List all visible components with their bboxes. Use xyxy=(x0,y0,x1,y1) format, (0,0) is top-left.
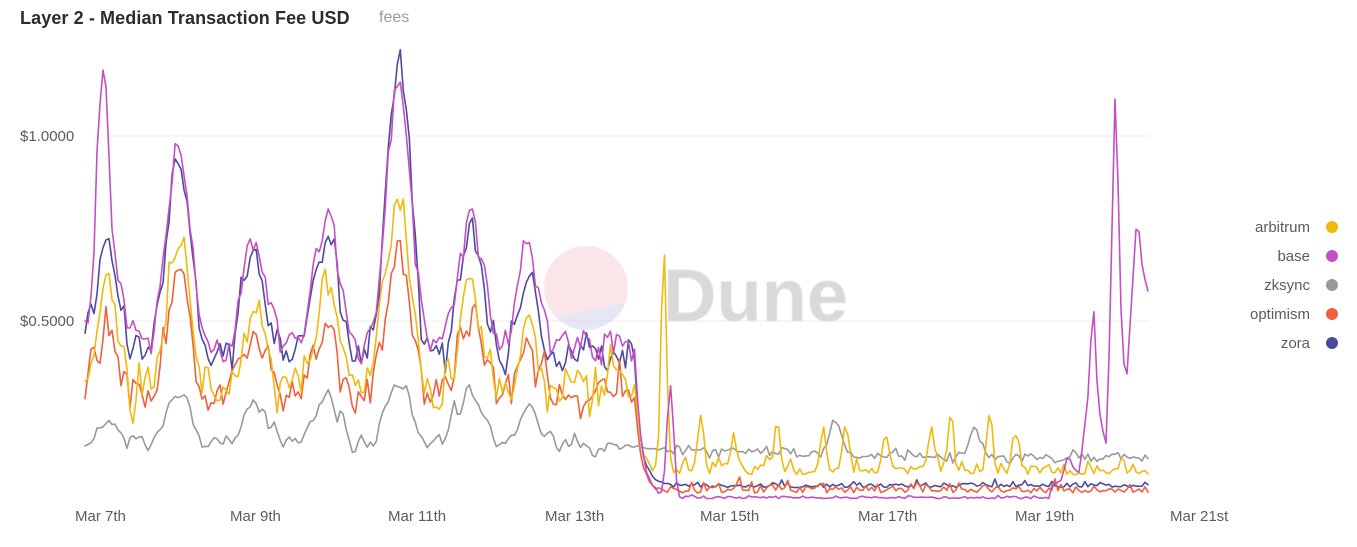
svg-text:Dune: Dune xyxy=(663,254,848,337)
